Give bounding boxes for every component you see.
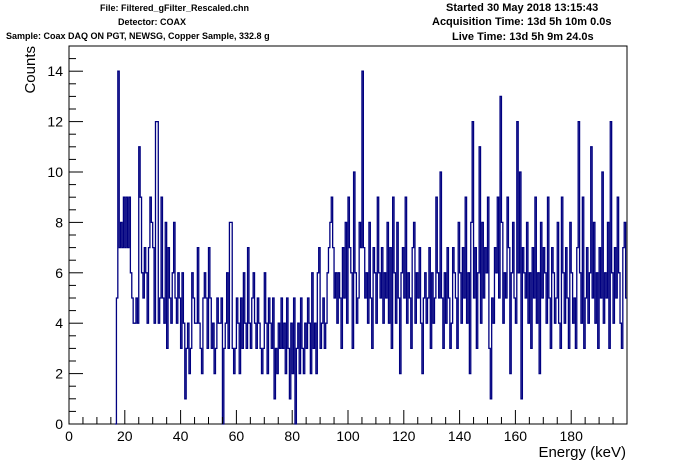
spectrum-histogram-line: [115, 70, 627, 425]
x-tick-label: 0: [65, 428, 73, 444]
y-tick-label: 12: [47, 114, 63, 130]
x-tick-label: 40: [173, 428, 189, 444]
y-tick-label: 0: [55, 416, 63, 432]
x-tick-label: 140: [448, 428, 472, 444]
x-tick-label: 80: [284, 428, 300, 444]
y-tick-label: 4: [55, 315, 63, 331]
acquisition-time-label: Acquisition Time: 13d 5h 10m 0.0s: [432, 16, 612, 28]
x-tick-label: 60: [229, 428, 245, 444]
y-tick-label: 6: [55, 265, 63, 281]
y-axis-title: Counts: [22, 46, 39, 94]
x-tick-label: 180: [560, 428, 584, 444]
y-tick-label: 8: [55, 214, 63, 230]
x-tick-label: 120: [392, 428, 416, 444]
file-name-label: File: Filtered_gFilter_Rescaled.chn: [100, 3, 250, 13]
start-time-label: Started 30 May 2018 13:15:43: [446, 2, 599, 14]
detector-label: Detector: COAX: [118, 17, 187, 27]
y-tick-label: 14: [47, 63, 63, 79]
x-tick-label: 100: [336, 428, 360, 444]
live-time-label: Live Time: 13d 5h 9m 24.0s: [452, 31, 594, 43]
x-axis-title: Energy (keV): [538, 444, 626, 461]
x-tick-label: 20: [117, 428, 133, 444]
y-tick-label: 10: [47, 164, 63, 180]
y-tick-label: 2: [55, 366, 63, 382]
sample-label: Sample: Coax DAQ ON PGT, NEWSG, Copper S…: [6, 31, 270, 41]
x-tick-label: 160: [504, 428, 528, 444]
